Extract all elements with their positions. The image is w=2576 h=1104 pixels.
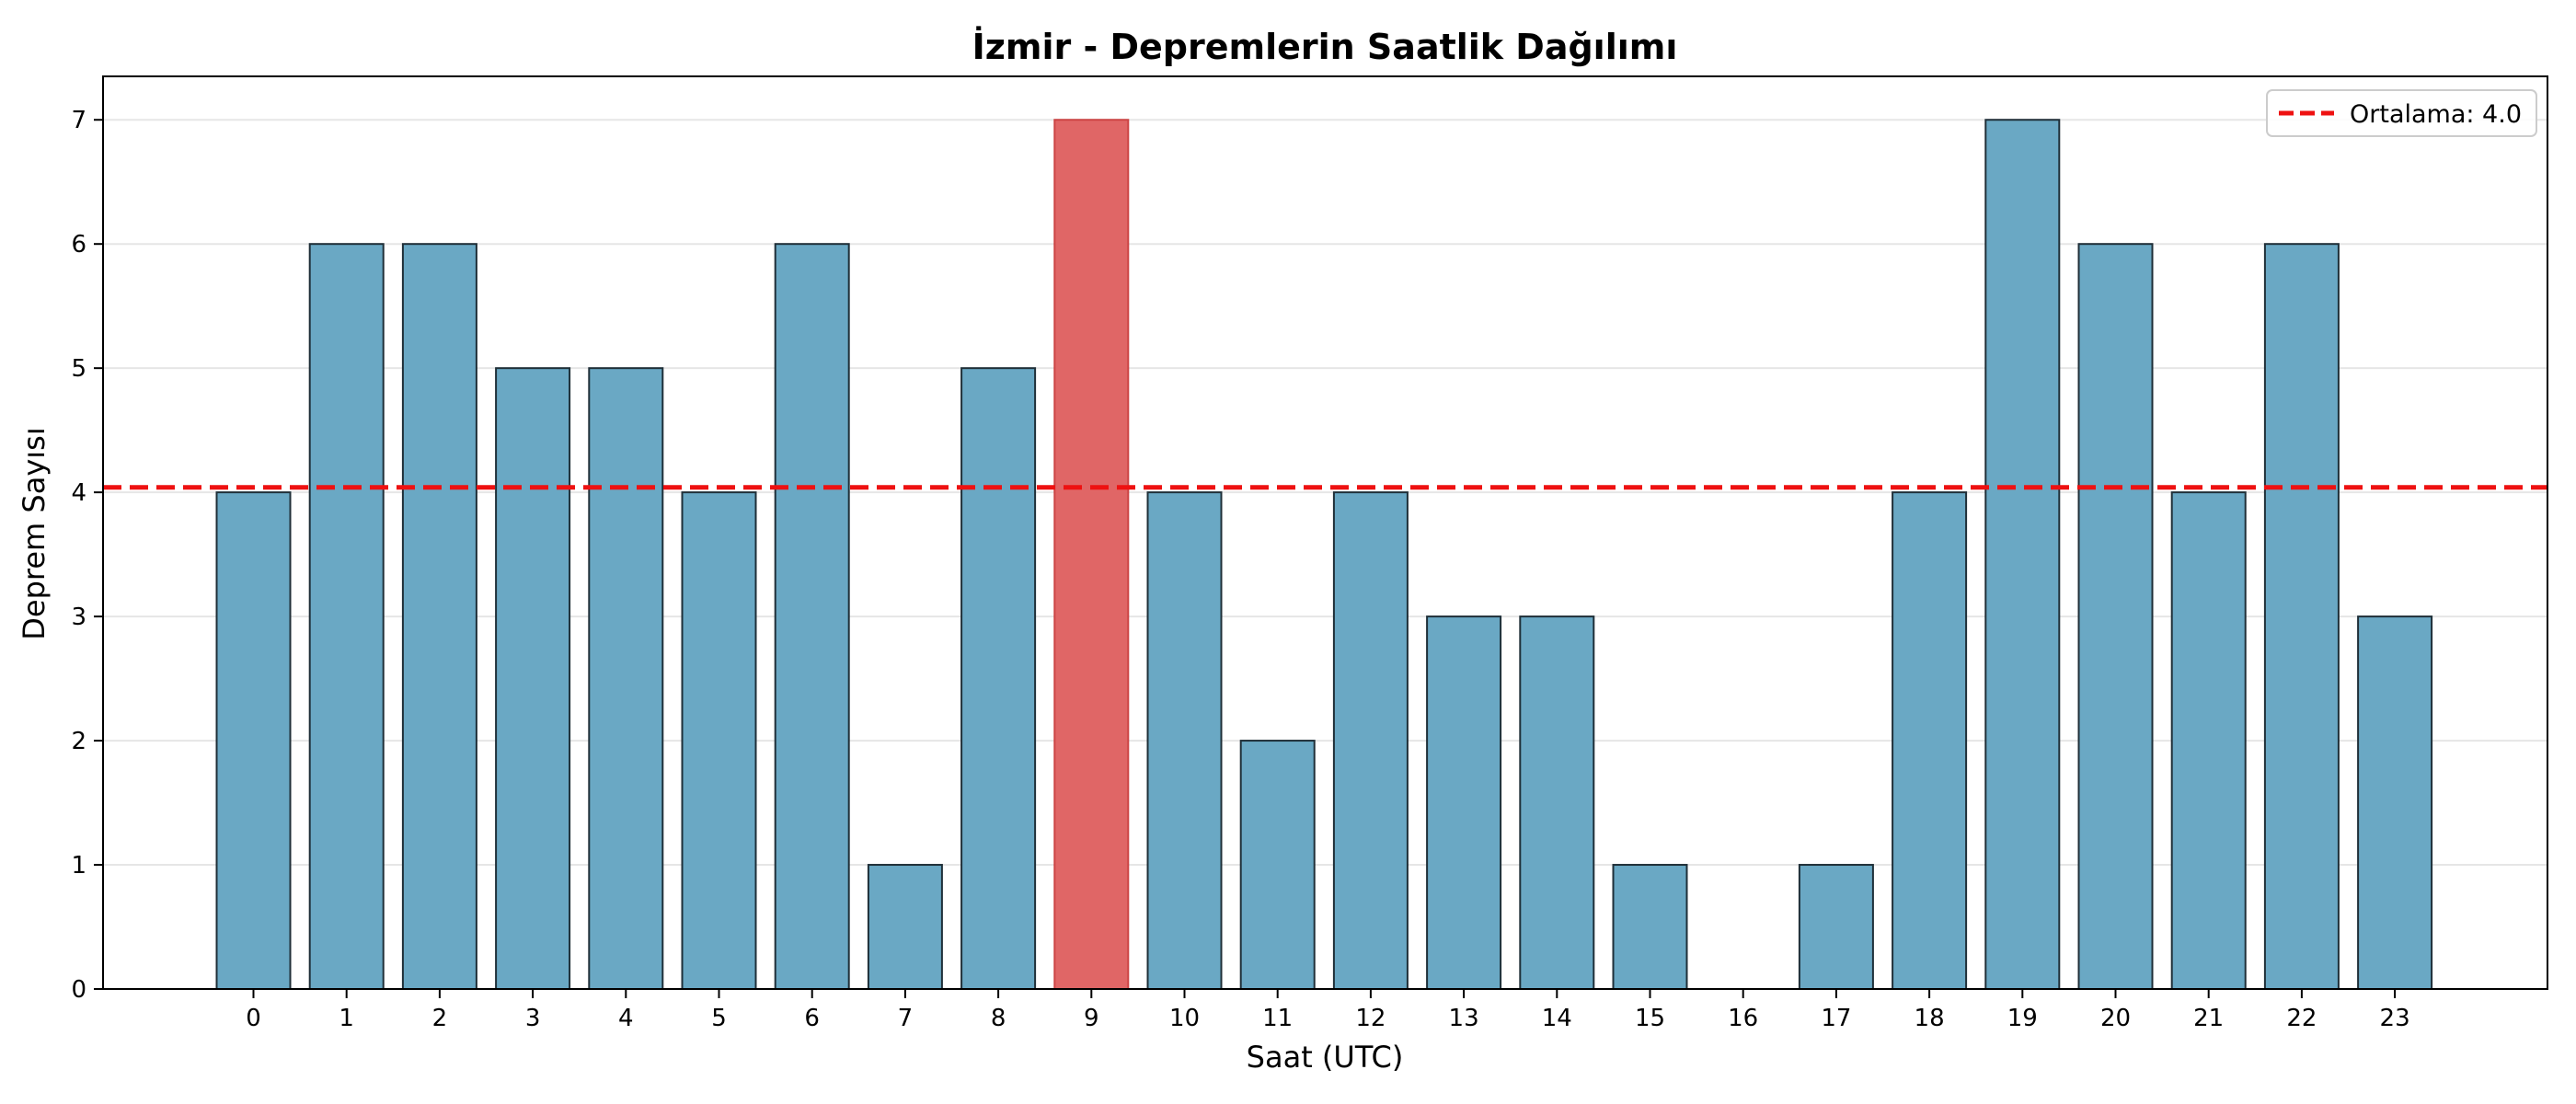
bar-hour-13 <box>1426 615 1502 990</box>
legend-mean-label: Ortalama: 4.0 <box>2350 100 2522 129</box>
bar-hour-7 <box>867 864 943 990</box>
y-tick-label: 6 <box>71 231 86 259</box>
x-axis: 0 1 2 3 4 5 6 7 8 9 10 11 12 13 14 15 16 17 18 19 20 21 22 23 <box>246 989 2410 1032</box>
x-tick-label: 0 <box>246 1005 261 1032</box>
bar-hour-12 <box>1332 491 1409 990</box>
y-tick-label: 5 <box>71 355 86 383</box>
y-tick-label: 2 <box>71 728 86 755</box>
x-tick-label: 3 <box>525 1005 541 1032</box>
chart-title: İzmir - Depremlerin Saatlik Dağılımı <box>972 27 1678 67</box>
y-axis: 0 1 2 3 4 5 6 7 <box>71 107 103 1004</box>
x-tick-label: 2 <box>432 1005 448 1032</box>
y-tick-label: 3 <box>71 604 86 631</box>
x-tick-label: 20 <box>2100 1005 2131 1032</box>
x-tick-label: 15 <box>1635 1005 1665 1032</box>
x-tick-label: 1 <box>339 1005 354 1032</box>
x-tick-label: 5 <box>711 1005 727 1032</box>
x-tick-label: 23 <box>2380 1005 2410 1032</box>
bar-hour-8 <box>960 367 1037 991</box>
x-tick-label: 17 <box>1821 1005 1851 1032</box>
bar-hour-19 <box>1984 119 2061 990</box>
x-tick-label: 6 <box>804 1005 820 1032</box>
bar-hour-20 <box>2077 243 2154 990</box>
x-tick-label: 8 <box>991 1005 1006 1032</box>
bars-layer <box>215 119 2433 991</box>
y-tick-label: 7 <box>71 107 86 134</box>
x-tick-label: 12 <box>1355 1005 1386 1032</box>
x-tick-label: 16 <box>1728 1005 1758 1032</box>
x-axis-label: Saat (UTC) <box>1247 1040 1404 1075</box>
bar-hour-23 <box>2357 615 2433 990</box>
bar-hour-10 <box>1146 491 1223 990</box>
x-tick-label: 18 <box>1915 1005 1945 1032</box>
bar-hour-1 <box>308 243 385 990</box>
x-tick-label: 10 <box>1169 1005 1200 1032</box>
legend-box <box>2266 89 2537 137</box>
x-tick-label: 13 <box>1449 1005 1479 1032</box>
x-tick-label: 22 <box>2286 1005 2317 1032</box>
x-tick-label: 19 <box>2007 1005 2038 1032</box>
x-tick-label: 11 <box>1262 1005 1293 1032</box>
x-tick-label: 14 <box>1542 1005 1572 1032</box>
x-tick-label: 21 <box>2193 1005 2224 1032</box>
y-tick-label: 4 <box>71 479 86 507</box>
bar-hour-9 <box>1053 119 1130 990</box>
bar-hour-15 <box>1612 864 1688 990</box>
bar-hour-21 <box>2170 491 2247 990</box>
bar-hour-5 <box>681 491 757 990</box>
bar-hour-14 <box>1519 615 1595 990</box>
plot-frame <box>102 75 2548 990</box>
x-tick-label: 4 <box>618 1005 634 1032</box>
bar-hour-0 <box>215 491 292 990</box>
bar-hour-6 <box>774 243 850 990</box>
y-tick-label: 0 <box>71 976 86 1004</box>
bar-hour-22 <box>2263 243 2340 990</box>
bar-hour-3 <box>495 367 571 991</box>
bar-hour-4 <box>588 367 664 991</box>
legend: Ortalama: 4.0 <box>2266 89 2537 137</box>
bar-hour-11 <box>1239 740 1316 991</box>
bar-hour-18 <box>1892 491 1968 990</box>
bar-hour-2 <box>401 243 477 990</box>
bar-hour-17 <box>1798 864 1874 990</box>
y-tick-label: 1 <box>71 852 86 880</box>
x-tick-label: 9 <box>1084 1005 1099 1032</box>
y-axis-label: Deprem Sayısı <box>17 427 52 639</box>
x-tick-label: 7 <box>898 1005 914 1032</box>
